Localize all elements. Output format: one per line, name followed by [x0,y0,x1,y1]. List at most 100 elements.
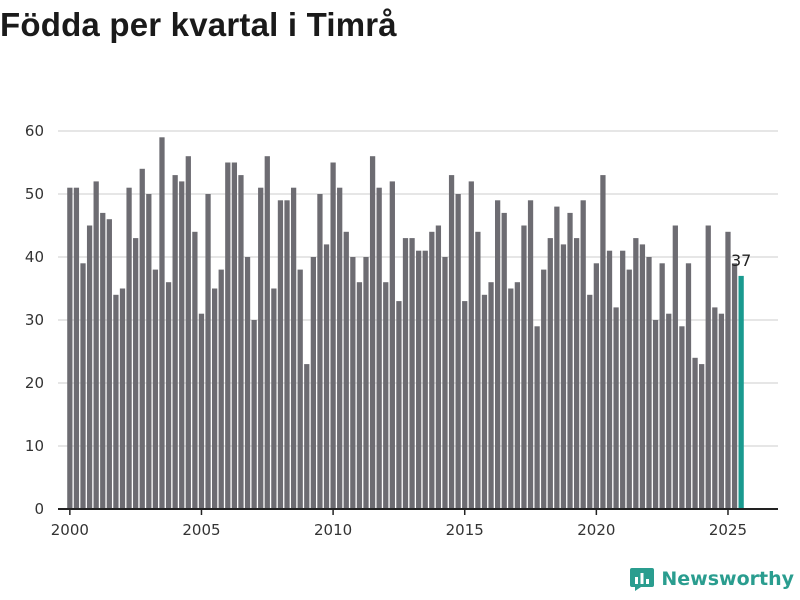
bar [409,238,415,509]
bar [310,257,316,509]
bar [277,200,284,510]
bar [179,181,185,509]
bar [626,269,632,509]
bar [152,269,159,509]
bar [666,313,672,509]
y-tick-label: 40 [25,248,44,266]
bar [205,194,211,509]
data-label: 37 [731,251,751,270]
x-tick-label: 2025 [709,521,747,539]
bar [633,238,639,509]
bar [435,225,442,509]
bar [495,200,501,510]
bar [356,282,363,509]
bar-highlight [738,275,744,509]
x-tick-label: 2010 [314,521,352,539]
bar [93,181,99,509]
bar [389,181,395,509]
bar [573,238,580,509]
bar [639,244,646,509]
bar [323,244,330,509]
y-axis-ticks: 0 10 20 30 40 50 60 [25,122,44,518]
bar [126,187,132,509]
bar [402,238,409,509]
bar [488,282,494,509]
bar [212,288,218,509]
bar [580,200,586,510]
bar [468,181,474,509]
bar [534,326,540,509]
bar [369,156,376,509]
bar [527,200,534,510]
newsworthy-icon [630,568,655,591]
bar [106,219,112,509]
bar [718,313,725,509]
x-tick-label: 2020 [577,521,615,539]
x-axis: 2000 2005 2010 2015 2020 2025 [51,508,778,539]
bar [593,263,599,509]
y-tick-label: 50 [25,185,44,203]
y-tick-label: 60 [25,122,44,140]
bar [231,162,238,509]
x-tick-label: 2015 [446,521,484,539]
bar [159,137,165,510]
bar [139,168,145,510]
bar [251,320,257,509]
bar [731,263,738,509]
bar [481,294,488,509]
bar [521,225,527,509]
bar [271,288,277,509]
bar [244,257,251,509]
bar [442,257,448,509]
bar [699,364,705,509]
bar [659,263,665,509]
bar [448,175,455,509]
bar [343,231,349,510]
bar [685,263,692,509]
bar [337,187,343,509]
bar [455,194,461,509]
bar [600,175,606,509]
x-tick-label: 2005 [182,521,220,539]
bar [317,194,323,509]
x-tick-label: 2000 [51,521,89,539]
bar [547,238,553,509]
bar [304,364,310,509]
bar [238,175,244,509]
y-tick-label: 20 [25,374,44,392]
bar [508,288,514,509]
bar [429,231,435,510]
bar [383,282,389,509]
bar [646,257,652,509]
bar [350,257,356,509]
bar [80,263,86,509]
y-tick-label: 0 [34,500,44,518]
bar [652,320,659,509]
bar [501,212,507,509]
bar [396,301,402,509]
bar [672,225,678,509]
bar [119,288,126,509]
bar [725,231,731,510]
bar [679,326,685,509]
bar [264,156,270,509]
bar [554,206,560,509]
bar [712,307,718,509]
y-tick-label: 30 [25,311,44,329]
bar [705,225,711,509]
bar [225,162,231,509]
bar [192,231,198,510]
bar [376,187,382,509]
bar [613,307,619,509]
bar [363,257,369,509]
bar [462,301,468,509]
bar [606,250,613,509]
bar [330,162,336,509]
bar [198,313,205,509]
bar [567,212,573,509]
bar [416,250,422,509]
bar [67,187,73,509]
bar [100,212,106,509]
bar [692,357,698,509]
